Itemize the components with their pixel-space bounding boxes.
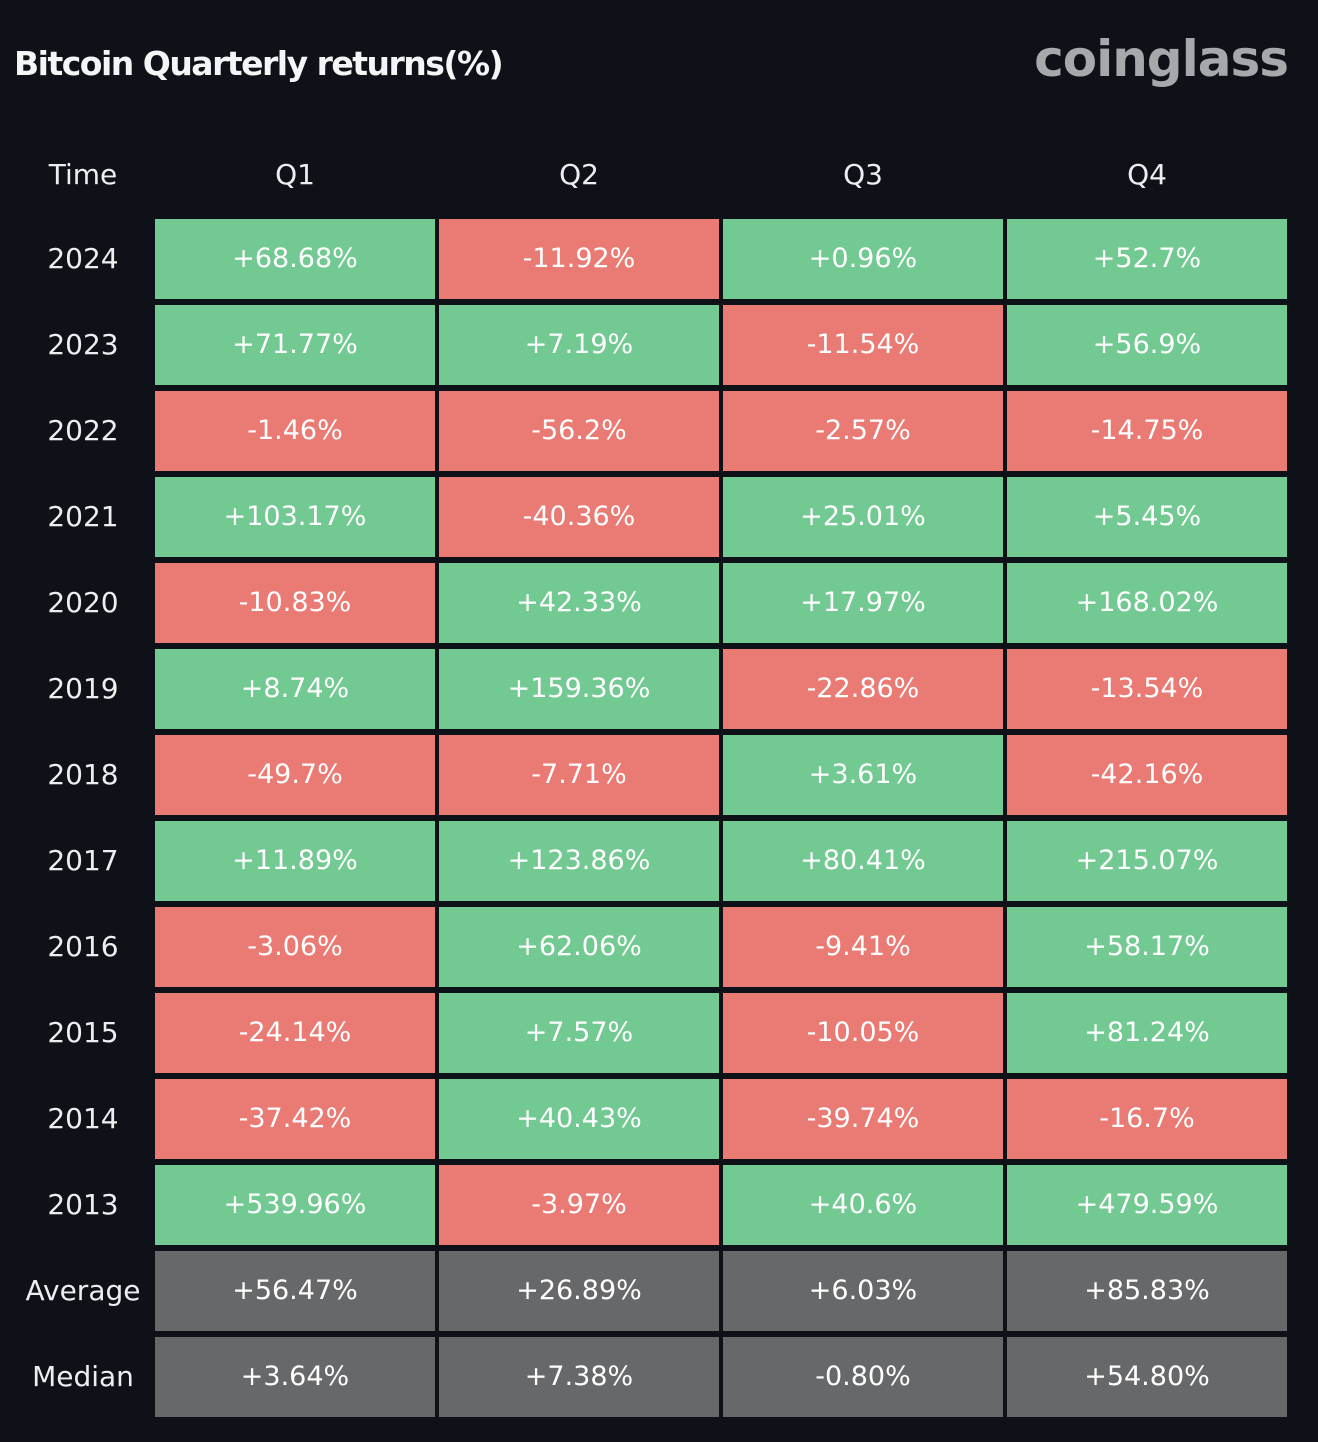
return-cell: +40.6%	[723, 1165, 1003, 1245]
return-cell: -11.54%	[723, 305, 1003, 385]
return-cell: -3.97%	[439, 1165, 719, 1245]
column-header-q4: Q4	[1127, 158, 1167, 191]
row-label: 2019	[47, 672, 119, 705]
row-label: 2017	[47, 844, 119, 877]
return-cell: +42.33%	[439, 563, 719, 643]
return-cell: -37.42%	[155, 1079, 435, 1159]
return-cell: +7.57%	[439, 993, 719, 1073]
return-cell: +8.74%	[155, 649, 435, 729]
summary-cell: +6.03%	[723, 1251, 1003, 1331]
row-label: 2016	[47, 930, 119, 963]
row-label: 2020	[47, 586, 119, 619]
row-label: 2018	[47, 758, 119, 791]
return-cell: -56.2%	[439, 391, 719, 471]
chart-title: Bitcoin Quarterly returns(%)	[14, 44, 504, 83]
summary-cell: +56.47%	[155, 1251, 435, 1331]
row-label: Average	[25, 1274, 141, 1307]
row-label: 2014	[47, 1102, 119, 1135]
return-cell: +7.19%	[439, 305, 719, 385]
return-cell: -9.41%	[723, 907, 1003, 987]
return-cell: -42.16%	[1007, 735, 1287, 815]
return-cell: -14.75%	[1007, 391, 1287, 471]
coinglass-logo: coinglass	[1034, 30, 1289, 88]
return-cell: +80.41%	[723, 821, 1003, 901]
return-cell: +17.97%	[723, 563, 1003, 643]
summary-cell: +54.80%	[1007, 1337, 1287, 1417]
return-cell: +159.36%	[439, 649, 719, 729]
return-cell: -22.86%	[723, 649, 1003, 729]
return-cell: -10.05%	[723, 993, 1003, 1073]
return-cell: +52.7%	[1007, 219, 1287, 299]
summary-cell: +3.64%	[155, 1337, 435, 1417]
return-cell: -40.36%	[439, 477, 719, 557]
return-cell: +81.24%	[1007, 993, 1287, 1073]
return-cell: +71.77%	[155, 305, 435, 385]
row-label: 2013	[47, 1188, 119, 1221]
row-label: 2024	[47, 242, 119, 275]
column-header-q1: Q1	[275, 158, 315, 191]
return-cell: +5.45%	[1007, 477, 1287, 557]
column-header-time: Time	[48, 158, 118, 191]
return-cell: +56.9%	[1007, 305, 1287, 385]
return-cell: +479.59%	[1007, 1165, 1287, 1245]
return-cell: -49.7%	[155, 735, 435, 815]
return-cell: +539.96%	[155, 1165, 435, 1245]
return-cell: +123.86%	[439, 821, 719, 901]
return-cell: +25.01%	[723, 477, 1003, 557]
return-cell: +0.96%	[723, 219, 1003, 299]
row-label: 2021	[47, 500, 119, 533]
row-label: 2015	[47, 1016, 119, 1049]
row-label: 2022	[47, 414, 119, 447]
return-cell: -3.06%	[155, 907, 435, 987]
summary-cell: +7.38%	[439, 1337, 719, 1417]
row-label: 2023	[47, 328, 119, 361]
return-cell: -7.71%	[439, 735, 719, 815]
return-cell: +62.06%	[439, 907, 719, 987]
return-cell: -24.14%	[155, 993, 435, 1073]
summary-cell: +26.89%	[439, 1251, 719, 1331]
return-cell: -16.7%	[1007, 1079, 1287, 1159]
return-cell: +11.89%	[155, 821, 435, 901]
return-cell: -1.46%	[155, 391, 435, 471]
return-cell: +68.68%	[155, 219, 435, 299]
return-cell: -11.92%	[439, 219, 719, 299]
return-cell: +40.43%	[439, 1079, 719, 1159]
summary-cell: +85.83%	[1007, 1251, 1287, 1331]
return-cell: -39.74%	[723, 1079, 1003, 1159]
row-label: Median	[32, 1360, 134, 1393]
return-cell: -2.57%	[723, 391, 1003, 471]
return-cell: +168.02%	[1007, 563, 1287, 643]
return-cell: +3.61%	[723, 735, 1003, 815]
return-cell: +58.17%	[1007, 907, 1287, 987]
summary-cell: -0.80%	[723, 1337, 1003, 1417]
return-cell: -13.54%	[1007, 649, 1287, 729]
return-cell: +103.17%	[155, 477, 435, 557]
return-cell: +215.07%	[1007, 821, 1287, 901]
return-cell: -10.83%	[155, 563, 435, 643]
column-header-q2: Q2	[559, 158, 599, 191]
column-header-q3: Q3	[843, 158, 883, 191]
